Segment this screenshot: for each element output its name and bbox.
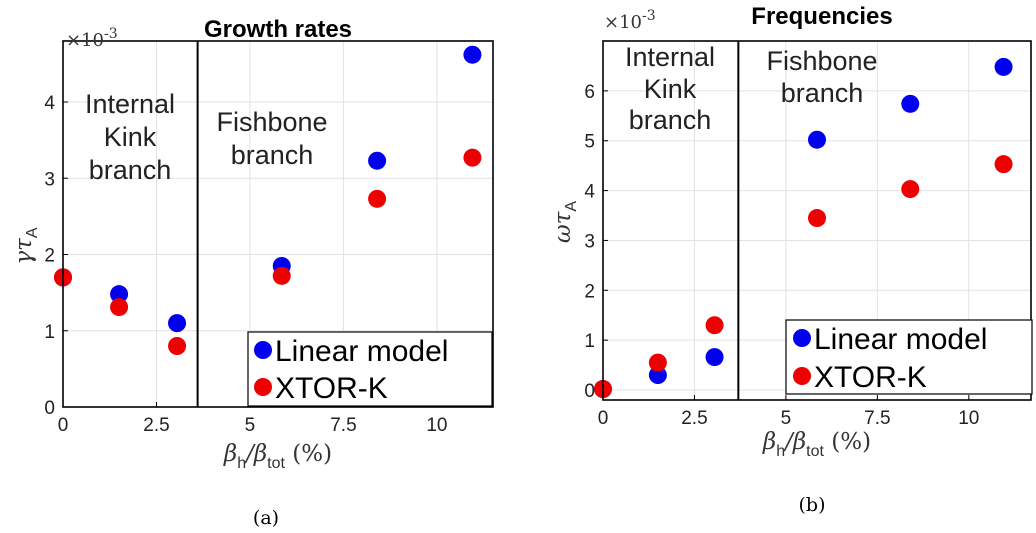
y-tick-label: 5: [584, 132, 595, 153]
svg-text:Fishbone: Fishbone: [766, 46, 877, 76]
svg-text:Kink: Kink: [104, 122, 157, 152]
data-point-linear-model: [168, 314, 186, 332]
data-point-linear-model: [706, 348, 724, 366]
x-tick-label: 0: [58, 415, 69, 436]
data-point-linear-model: [995, 58, 1013, 76]
data-point-linear-model: [808, 131, 826, 149]
x-tick-label: 7.5: [330, 415, 356, 436]
x-tick-label: 5: [781, 408, 792, 429]
data-point-xtor-k: [463, 149, 481, 167]
legend-label-xtor-k: XTOR-K: [275, 372, 388, 405]
svg-text:Internal: Internal: [625, 42, 715, 72]
legend-label-linear-model: Linear model: [814, 323, 987, 356]
y-exponent-label: ×10-3: [66, 26, 118, 51]
data-point-xtor-k: [901, 180, 919, 198]
svg-text:Internal: Internal: [85, 89, 175, 119]
panel-label: (a): [253, 507, 279, 529]
x-tick-label: 2.5: [681, 408, 707, 429]
data-point-xtor-k: [706, 316, 724, 334]
svg-text:branch: branch: [231, 140, 314, 170]
x-tick-label: 0: [598, 408, 609, 429]
x-axis-label: βh/βtot (%): [223, 441, 332, 472]
y-tick-label: 4: [584, 182, 595, 203]
y-tick-label: 0: [44, 398, 55, 419]
x-tick-label: 2.5: [143, 415, 169, 436]
data-point-xtor-k: [649, 354, 667, 372]
y-tick-label: 0: [584, 381, 595, 402]
data-point-linear-model: [368, 152, 386, 170]
y-tick-label: 3: [584, 231, 595, 252]
data-point-linear-model: [463, 46, 481, 64]
x-axis-label: βh/βtot (%): [762, 429, 871, 460]
internal-kink-region-label: Internal Kink branch: [85, 89, 175, 185]
fishbone-region-label: Fishbone branch: [216, 107, 327, 170]
y-tick-label: 3: [44, 169, 55, 190]
fishbone-region-label: Fishbone branch: [766, 46, 877, 108]
svg-text:branch: branch: [629, 105, 712, 135]
legend: Linear model XTOR-K: [786, 320, 1032, 394]
legend: Linear model XTOR-K: [248, 332, 492, 406]
y-tick-label: 2: [584, 281, 595, 302]
y-axis-label: γτA: [11, 227, 41, 264]
legend-marker-xtor-k: [254, 378, 272, 396]
data-point-xtor-k: [995, 155, 1013, 173]
y-axis-label: ωτA: [550, 201, 580, 243]
internal-kink-region-label: Internal Kink branch: [625, 42, 715, 135]
data-point-xtor-k: [368, 190, 386, 208]
svg-text:branch: branch: [781, 78, 864, 108]
legend-marker-xtor-k: [793, 367, 811, 385]
legend-marker-linear-model: [254, 341, 272, 359]
growth-rates-chart: 0 2.5 5 7.5 10 0 1 2 3 4 Growth rates ×10-3 γτA β…: [11, 16, 493, 529]
legend-marker-linear-model: [793, 329, 811, 347]
data-point-xtor-k: [273, 267, 291, 285]
data-point-linear-model: [901, 95, 919, 113]
x-tick-label: 10: [426, 415, 447, 436]
svg-text:Kink: Kink: [644, 74, 697, 104]
y-tick-label: 6: [584, 82, 595, 103]
y-tick-label: 1: [584, 331, 595, 352]
y-tick-label: 1: [44, 322, 55, 343]
x-tick-label: 7.5: [864, 408, 890, 429]
y-tick-label: 4: [44, 93, 55, 114]
svg-text:branch: branch: [89, 155, 172, 185]
panel-label: (b): [799, 494, 826, 516]
x-tick-label: 10: [958, 408, 979, 429]
chart-title: Frequencies: [751, 3, 892, 30]
x-tick-label: 5: [245, 415, 256, 436]
y-exponent-label: ×10-3: [604, 8, 656, 33]
legend-label-xtor-k: XTOR-K: [814, 361, 927, 394]
data-point-xtor-k: [110, 298, 128, 316]
svg-text:Fishbone: Fishbone: [216, 107, 327, 137]
data-point-xtor-k: [168, 337, 186, 355]
chart-title: Growth rates: [204, 16, 352, 43]
legend-label-linear-model: Linear model: [275, 335, 448, 368]
data-point-xtor-k: [808, 209, 826, 227]
y-tick-label: 2: [44, 246, 55, 267]
